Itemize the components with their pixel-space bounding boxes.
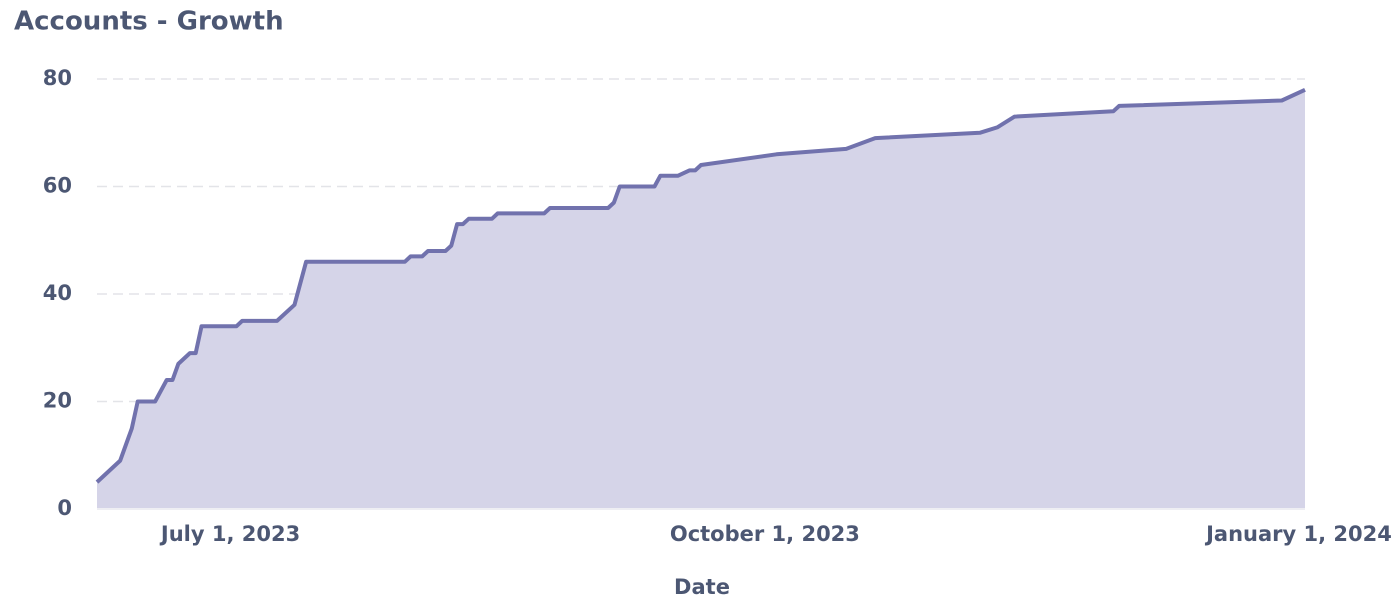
y-tick-label: 0 (57, 496, 72, 520)
y-tick-label: 80 (43, 66, 72, 90)
x-tick-label: July 1, 2023 (159, 522, 300, 546)
y-tick-label: 40 (43, 281, 72, 305)
x-tick-label: October 1, 2023 (670, 522, 860, 546)
y-tick-label: 60 (43, 174, 72, 198)
x-tick-label: January 1, 2024 (1204, 522, 1392, 546)
line (95, 87, 1306, 484)
y-tick-label: 20 (43, 389, 72, 413)
chart-title: Accounts - Growth (14, 7, 284, 37)
area (97, 89, 1305, 510)
x-axis-title: Date (674, 575, 730, 599)
